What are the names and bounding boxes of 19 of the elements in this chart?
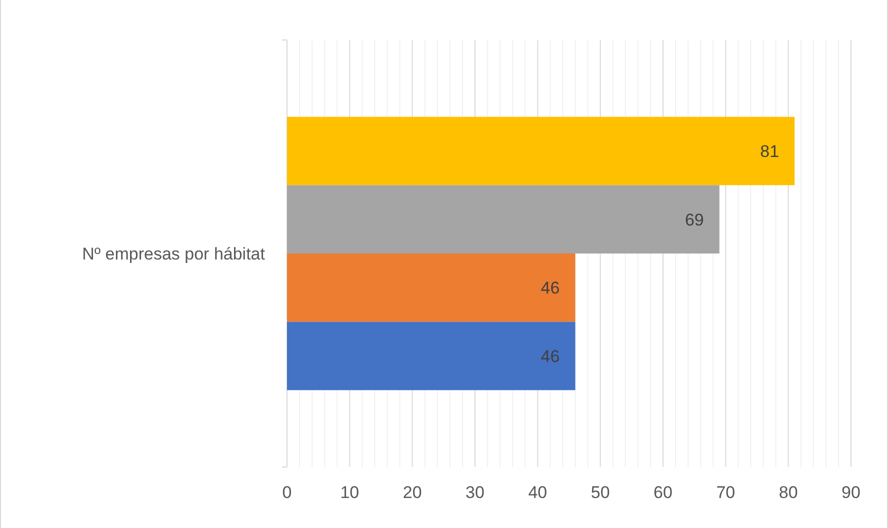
data-label: 81 (760, 142, 780, 161)
bar (287, 116, 795, 186)
data-label: 46 (540, 346, 560, 366)
x-tick-label: 60 (654, 483, 672, 502)
x-tick-label: 20 (402, 483, 422, 502)
x-tick-label: 40 (528, 483, 548, 502)
bar (287, 254, 576, 322)
data-label: 69 (684, 210, 704, 230)
x-tick-label: 50 (590, 483, 610, 502)
bar (287, 185, 720, 254)
x-tick-label: 90 (842, 483, 860, 502)
x-tick-label: 30 (466, 483, 484, 502)
bar (287, 322, 576, 390)
x-tick-label: 70 (716, 483, 736, 502)
x-tick-label: 10 (340, 483, 360, 502)
text: Nº empresas por hábitat (82, 244, 266, 264)
data-label: 46 (540, 278, 560, 298)
x-tick-label: 80 (778, 483, 798, 502)
x-tick-label: 0 (282, 483, 292, 502)
